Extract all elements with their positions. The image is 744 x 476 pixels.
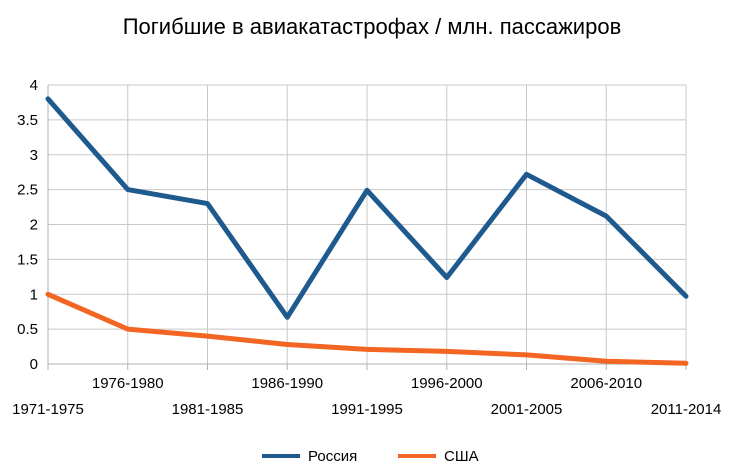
y-tick-labels: 0 0.5 1 1.5 2 2.5 3 3.5 4 xyxy=(17,77,38,373)
x-tick-label: 2011-2014 xyxy=(651,401,722,418)
y-tick-label: 1 xyxy=(30,286,38,303)
x-tick-label: 2001-2005 xyxy=(491,401,563,418)
series-lines xyxy=(45,96,689,366)
axes xyxy=(47,85,687,370)
legend: Россия США xyxy=(262,448,479,465)
gridlines xyxy=(47,84,687,365)
series-line-1 xyxy=(45,96,689,320)
y-tick-label: 3.5 xyxy=(17,112,38,129)
x-tick-label: 1971-1975 xyxy=(12,401,84,418)
chart-title: Погибшие в авиакатастрофах / млн. пассаж… xyxy=(122,14,622,39)
x-tick-label: 1986-1990 xyxy=(251,375,323,392)
x-tick-label: 1991-1995 xyxy=(331,401,403,418)
x-tick-labels: 1971-1975 1976-1980 1981-1985 1986-1990 1991… xyxy=(12,375,721,418)
x-tick-label: 1996-2000 xyxy=(411,375,483,392)
y-tick-label: 2 xyxy=(30,217,38,234)
y-tick-label: 2.5 xyxy=(17,182,38,199)
y-tick-label: 4 xyxy=(30,77,38,94)
legend-label-2: США xyxy=(444,448,479,465)
x-tick-label: 2006-2010 xyxy=(570,375,642,392)
series-line-2 xyxy=(45,291,689,366)
y-tick-label: 0.5 xyxy=(17,321,38,338)
x-tick-label: 1976-1980 xyxy=(92,375,164,392)
y-tick-label: 1.5 xyxy=(17,251,38,268)
y-tick-label: 3 xyxy=(30,147,38,164)
x-tick-label: 1981-1985 xyxy=(172,401,244,418)
legend-label-1: Россия xyxy=(308,448,357,465)
y-tick-label: 0 xyxy=(30,356,38,373)
